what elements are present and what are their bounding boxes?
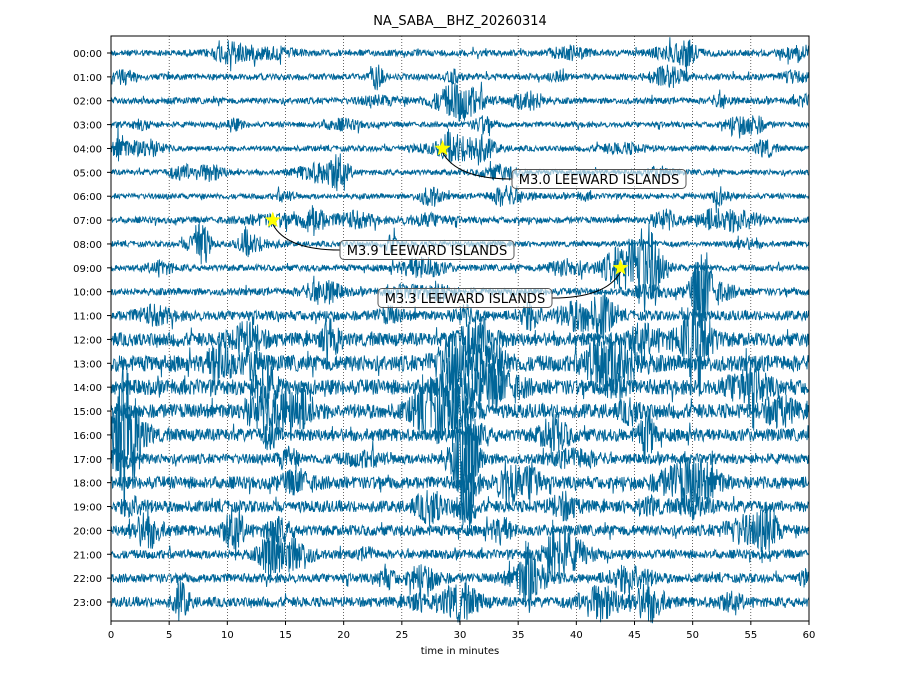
event-star-icon [612, 259, 629, 275]
x-tick-label: 30 [454, 630, 467, 641]
event-label-box [339, 240, 515, 260]
x-tick-label: 55 [744, 630, 757, 641]
y-tick-label: 15:00 [73, 407, 102, 418]
y-tick-label: 22:00 [73, 574, 102, 585]
y-tick-label: 23:00 [73, 598, 102, 609]
trace-row [110, 153, 810, 192]
x-tick-label: 60 [803, 630, 816, 641]
event-connector [272, 223, 341, 251]
y-tick-label: 10:00 [73, 288, 102, 299]
event-label-box [377, 288, 553, 308]
event-label-box [511, 169, 687, 189]
x-tick-label: 20 [337, 630, 350, 641]
x-tick-label: 50 [686, 630, 699, 641]
trace-row [110, 37, 810, 82]
event-star-icon [434, 140, 451, 156]
y-tick-label: 09:00 [73, 264, 102, 275]
y-tick-label: 03:00 [73, 121, 102, 132]
y-tick-label: 08:00 [73, 240, 102, 251]
trace-row [110, 396, 810, 519]
trace-row [110, 205, 810, 237]
x-tick-label: 5 [166, 630, 172, 641]
x-tick-label: 0 [108, 630, 114, 641]
events: M3.0 LEEWARD ISLANDS M3.9 LEEWARD ISLANDS… [264, 140, 687, 308]
x-axis-label: time in minutes [421, 646, 500, 657]
y-tick-label: 01:00 [73, 73, 102, 84]
y-tick-label: 02:00 [73, 97, 102, 108]
y-tick-label: 13:00 [73, 359, 102, 370]
trace-row [110, 483, 810, 527]
chart-title: NA_SABA__BHZ_20260314 [373, 14, 547, 29]
event-connector [551, 271, 621, 299]
trace-row [110, 519, 810, 584]
event-label: M3.9 LEEWARD ISLANDS [347, 244, 507, 259]
x-tick-label: 40 [570, 630, 583, 641]
trace-row [110, 503, 810, 564]
trace-row [110, 185, 810, 214]
y-tick-label: 19:00 [73, 503, 102, 514]
event-star-icon [264, 211, 281, 227]
y-tick-label: 16:00 [73, 431, 102, 442]
trace-row [110, 572, 810, 624]
y-tick-label: 06:00 [73, 192, 102, 203]
traces [110, 37, 810, 624]
event-connector [442, 152, 513, 180]
x-tick-label: 45 [628, 630, 641, 641]
x-axis: 0 5 10 15 20 25 30 35 40 45 50 55 60 [108, 621, 816, 641]
plot-frame [110, 35, 810, 622]
y-tick-label: 12:00 [73, 335, 102, 346]
trace-row [110, 540, 810, 613]
x-tick-label: 35 [512, 630, 525, 641]
x-tick-label: 25 [395, 630, 408, 641]
trace-row [110, 115, 810, 139]
y-tick-label: 14:00 [73, 383, 102, 394]
x-tick-label: 15 [279, 630, 292, 641]
y-tick-label: 07:00 [73, 216, 102, 227]
event-label: M3.3 LEEWARD ISLANDS [385, 292, 545, 307]
y-axis: 00:00 01:00 02:00 03:00 04:00 05:00 06:00 07:00… [73, 49, 111, 609]
trace-row [110, 332, 810, 399]
trace-row [110, 222, 810, 313]
trace-row [110, 450, 810, 531]
y-tick-label: 00:00 [73, 49, 102, 60]
y-tick-label: 20:00 [73, 526, 102, 537]
y-tick-label: 04:00 [73, 144, 102, 155]
trace-row [110, 354, 810, 453]
trace-row [110, 374, 810, 445]
y-tick-label: 21:00 [73, 550, 102, 561]
event-label: M3.0 LEEWARD ISLANDS [519, 173, 679, 188]
trace-row [110, 122, 810, 166]
trace-row [110, 81, 810, 122]
y-tick-label: 11:00 [73, 312, 102, 323]
y-tick-label: 18:00 [73, 479, 102, 490]
trace-row [110, 64, 810, 91]
y-tick-label: 17:00 [73, 455, 102, 466]
x-tick-label: 10 [221, 630, 234, 641]
y-tick-label: 05:00 [73, 168, 102, 179]
